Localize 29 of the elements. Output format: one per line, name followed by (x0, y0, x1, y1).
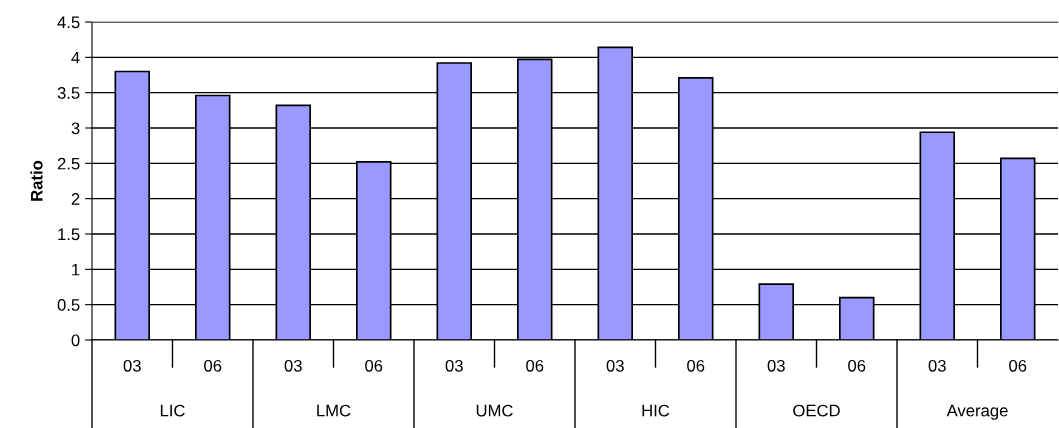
x-tick-label: 03 (606, 359, 624, 372)
y-tick-label: 0.5 (57, 299, 80, 311)
text: LIC (160, 404, 185, 417)
text: Average (946, 404, 1008, 420)
y-tick-label: 1 (72, 263, 80, 276)
x-tick-label: 03 (284, 359, 302, 372)
y-tick-label: 3.5 (57, 87, 80, 99)
x-tick-label: 03 (767, 359, 785, 372)
text: LMC (317, 404, 351, 417)
y-tick-label: 2.5 (57, 157, 80, 170)
y-tick-label: 1.5 (58, 228, 80, 241)
y-tick-label: 4 (71, 51, 80, 64)
x-tick-label: 06 (204, 359, 222, 372)
text: HIC (642, 404, 670, 417)
x-tick-label: 06 (365, 359, 383, 372)
x-tick-label: 06 (1009, 359, 1027, 372)
x-tick-label: 03 (123, 359, 141, 372)
y-tick-label: 2 (71, 193, 80, 205)
y-tick-label: 4.5 (57, 16, 80, 29)
x-tick-label: 03 (928, 359, 946, 372)
text: OECD (793, 404, 840, 417)
y-tick-label: 0 (71, 334, 80, 347)
text: UMC (476, 404, 513, 417)
x-tick-label: 06 (526, 359, 544, 372)
x-tick-label: 06 (848, 359, 866, 372)
x-tick-label: 03 (445, 359, 463, 372)
y-tick-label: 3 (71, 122, 80, 135)
x-tick-label: 06 (687, 359, 705, 372)
y-axis-title: Ratio (30, 160, 43, 201)
